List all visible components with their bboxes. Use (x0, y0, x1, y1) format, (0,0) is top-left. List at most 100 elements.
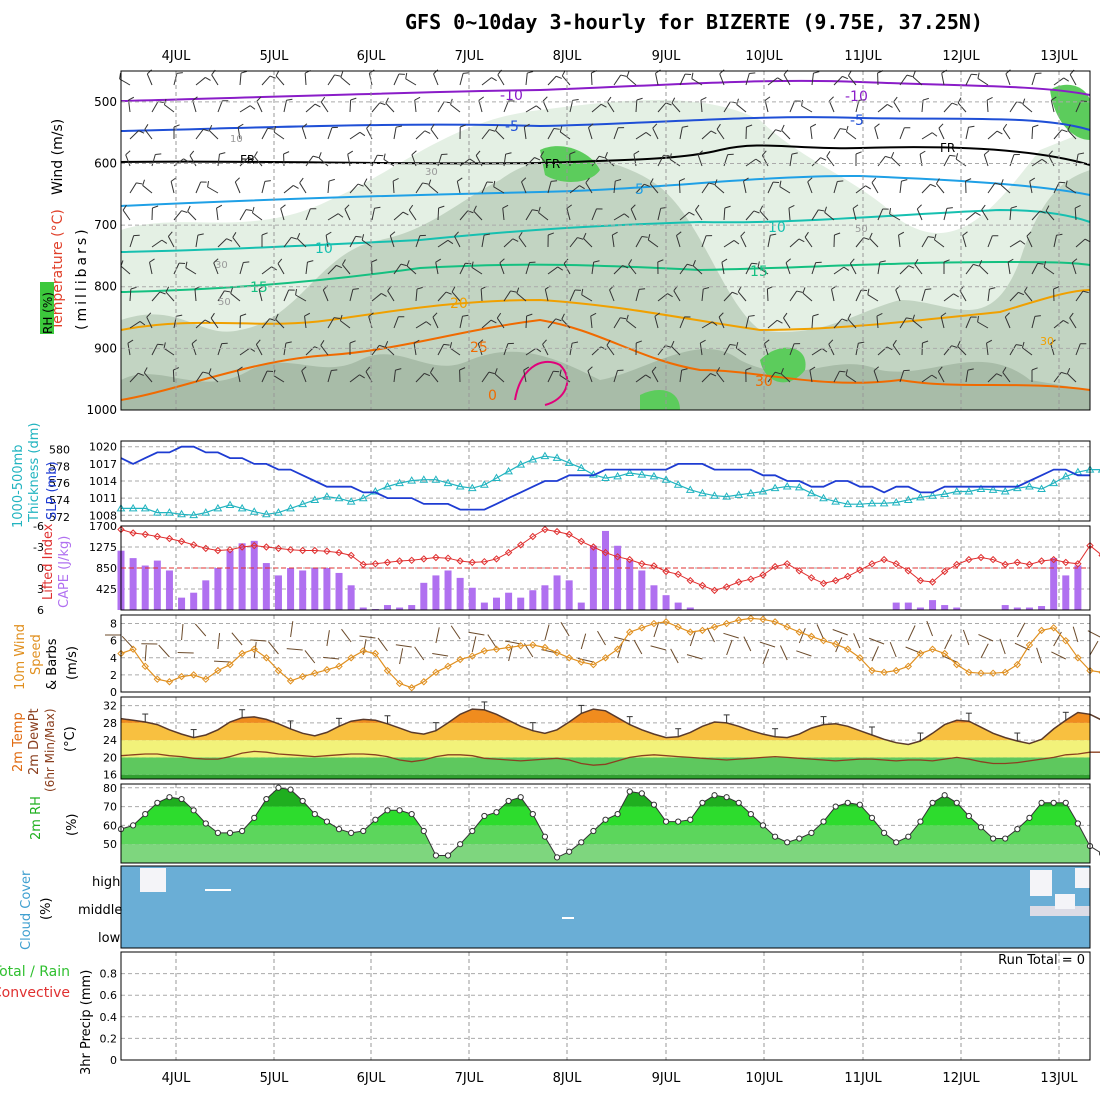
lifted-index-line-point (844, 572, 852, 581)
lifted-index-line-point (589, 543, 598, 551)
lifted-index-line-point (747, 575, 755, 583)
thickness-tick-label: 572 (49, 511, 70, 524)
label-rh-units: (%) (65, 814, 80, 837)
wind-barb-10m (158, 644, 170, 658)
wind-barb (723, 291, 733, 302)
wind-barb (789, 290, 798, 302)
thickness-line-point (976, 484, 986, 492)
wind-barb-flag (703, 287, 710, 290)
wind-barb (654, 316, 659, 329)
wind-barb-flag (569, 151, 576, 155)
wind-barb-flag (383, 153, 386, 160)
wind-barb (635, 132, 647, 140)
lifted-index-line-point (202, 544, 210, 553)
wind-barb-flag (931, 374, 938, 379)
wind-barb (1053, 181, 1060, 194)
wind-barb (481, 371, 490, 383)
wind-barb (451, 291, 461, 302)
temp-tick-label: 20 (103, 751, 117, 764)
contour-label: 30 (215, 260, 228, 271)
wind-speed-line-point (1062, 636, 1070, 645)
contour-label: 50 (218, 297, 231, 308)
wind-barb (327, 74, 335, 86)
cape-bar (577, 602, 585, 610)
wind-barb (415, 235, 421, 248)
wind-barb (277, 263, 285, 275)
lifted-index-line-point (529, 532, 537, 541)
date-label-bottom: 9JUL (652, 1071, 682, 1086)
temp-band (121, 722, 1090, 741)
thickness-line-point (540, 451, 550, 460)
wind-barb-flag (1067, 124, 1071, 131)
lifted-index-line-point (1037, 557, 1046, 565)
wind-barb-flag (919, 150, 926, 155)
wind-barb (283, 100, 287, 113)
wind-barb (893, 101, 901, 113)
thickness-line-point (261, 509, 271, 518)
lifted-index-line-point (795, 567, 804, 575)
rh-line-point (529, 810, 536, 818)
wind-barb-10m (214, 660, 231, 663)
wind-speed-line-point (250, 645, 258, 653)
thickness-line-point (504, 466, 513, 475)
lifted-index-line-point (601, 548, 610, 557)
wind-barb-flag (791, 152, 798, 155)
wind-barb (275, 319, 285, 329)
wind-speed-line-point (286, 677, 295, 685)
wind-barb (1053, 235, 1057, 248)
wind-barb-flag (192, 96, 198, 101)
wind-barb-flag (1031, 367, 1038, 371)
wind-barb-flag (505, 152, 512, 155)
wind-speed-line-point (298, 672, 307, 681)
date-label-top: 5JUL (260, 49, 290, 64)
wind-barb (745, 263, 752, 275)
contour-label: 0 (488, 388, 497, 404)
cape-bar (214, 568, 222, 610)
lifted-index-line-point (274, 544, 283, 553)
wind-barb (371, 345, 380, 356)
wind-barb-flag (651, 366, 657, 372)
wind-barb-flag (748, 314, 755, 317)
rh-line-point (142, 810, 149, 818)
wind-barb (456, 181, 461, 194)
rh-shading (121, 84, 1090, 410)
rh-line-point (832, 803, 839, 810)
wind-barb-flag (563, 258, 569, 264)
wind-barb-flag (518, 231, 523, 238)
wind-barb (977, 78, 989, 86)
wind-barb-flag (557, 266, 564, 271)
wind-barb (151, 291, 161, 302)
wind-speed-line-point (662, 618, 670, 626)
wind-barb (414, 100, 417, 113)
wind-barb-flag (796, 290, 803, 293)
rh-shading-mid (121, 157, 1090, 410)
wind-barb-10m (414, 646, 425, 661)
wind-barb (921, 184, 931, 194)
wind-barb-flag (532, 209, 539, 212)
wind-barb (609, 289, 615, 302)
wind-barb-flag (671, 340, 675, 347)
wind-barb-flag (139, 321, 146, 326)
rh-line-point (990, 835, 997, 842)
lifted-index-line-point (916, 576, 925, 585)
lifted-index-line-point (141, 530, 149, 539)
panel-frame-upper (120, 70, 1091, 411)
wind-barb (239, 347, 251, 356)
wind-barb-flag (686, 263, 693, 267)
wind-barb-flag (216, 204, 223, 209)
wind-barb (371, 208, 375, 221)
wind-barb-flag (957, 97, 962, 104)
contour-fr (120, 144, 1091, 166)
wind-barb-10m (268, 641, 279, 655)
wind-barb-flag (719, 69, 725, 75)
wind-barb (943, 293, 954, 302)
wind-barb (256, 100, 263, 113)
date-label-top: 4JUL (162, 49, 192, 64)
wind-barb (1002, 128, 1011, 140)
wind-barb-flag (328, 178, 335, 182)
wind-barb (1075, 100, 1082, 113)
wind-barb-flag (777, 77, 783, 82)
wind-barb (807, 181, 813, 194)
wind-barb-flag (1041, 158, 1048, 164)
wind-barb-flag (451, 286, 456, 293)
